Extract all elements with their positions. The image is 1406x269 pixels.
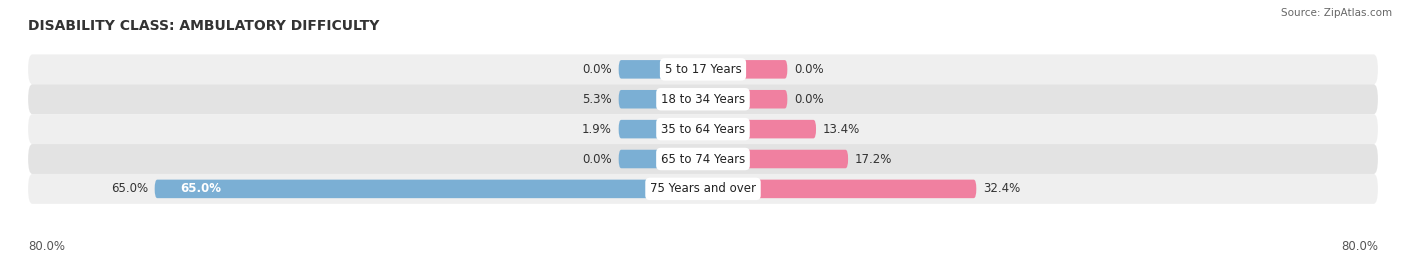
Text: 65.0%: 65.0% [111, 182, 148, 195]
Text: 5.3%: 5.3% [582, 93, 612, 106]
FancyBboxPatch shape [703, 90, 787, 108]
Text: 0.0%: 0.0% [794, 93, 824, 106]
FancyBboxPatch shape [28, 84, 1378, 114]
Text: DISABILITY CLASS: AMBULATORY DIFFICULTY: DISABILITY CLASS: AMBULATORY DIFFICULTY [28, 19, 380, 33]
FancyBboxPatch shape [703, 180, 976, 198]
FancyBboxPatch shape [703, 150, 848, 168]
Text: 5 to 17 Years: 5 to 17 Years [665, 63, 741, 76]
FancyBboxPatch shape [619, 120, 703, 138]
Text: 18 to 34 Years: 18 to 34 Years [661, 93, 745, 106]
FancyBboxPatch shape [28, 54, 1378, 84]
Text: 35 to 64 Years: 35 to 64 Years [661, 123, 745, 136]
FancyBboxPatch shape [28, 174, 1378, 204]
FancyBboxPatch shape [28, 144, 1378, 174]
Text: 0.0%: 0.0% [582, 153, 612, 165]
Text: 0.0%: 0.0% [794, 63, 824, 76]
Text: 17.2%: 17.2% [855, 153, 893, 165]
Text: 1.9%: 1.9% [582, 123, 612, 136]
FancyBboxPatch shape [28, 114, 1378, 144]
FancyBboxPatch shape [619, 150, 703, 168]
Text: 0.0%: 0.0% [582, 63, 612, 76]
Text: 65.0%: 65.0% [180, 182, 221, 195]
Text: 80.0%: 80.0% [1341, 240, 1378, 253]
FancyBboxPatch shape [619, 60, 703, 79]
Text: 13.4%: 13.4% [823, 123, 860, 136]
FancyBboxPatch shape [703, 60, 787, 79]
Text: 75 Years and over: 75 Years and over [650, 182, 756, 195]
FancyBboxPatch shape [703, 120, 815, 138]
Text: 65 to 74 Years: 65 to 74 Years [661, 153, 745, 165]
Text: Source: ZipAtlas.com: Source: ZipAtlas.com [1281, 8, 1392, 18]
Text: 32.4%: 32.4% [983, 182, 1021, 195]
FancyBboxPatch shape [155, 180, 703, 198]
Text: 80.0%: 80.0% [28, 240, 65, 253]
FancyBboxPatch shape [619, 90, 703, 108]
